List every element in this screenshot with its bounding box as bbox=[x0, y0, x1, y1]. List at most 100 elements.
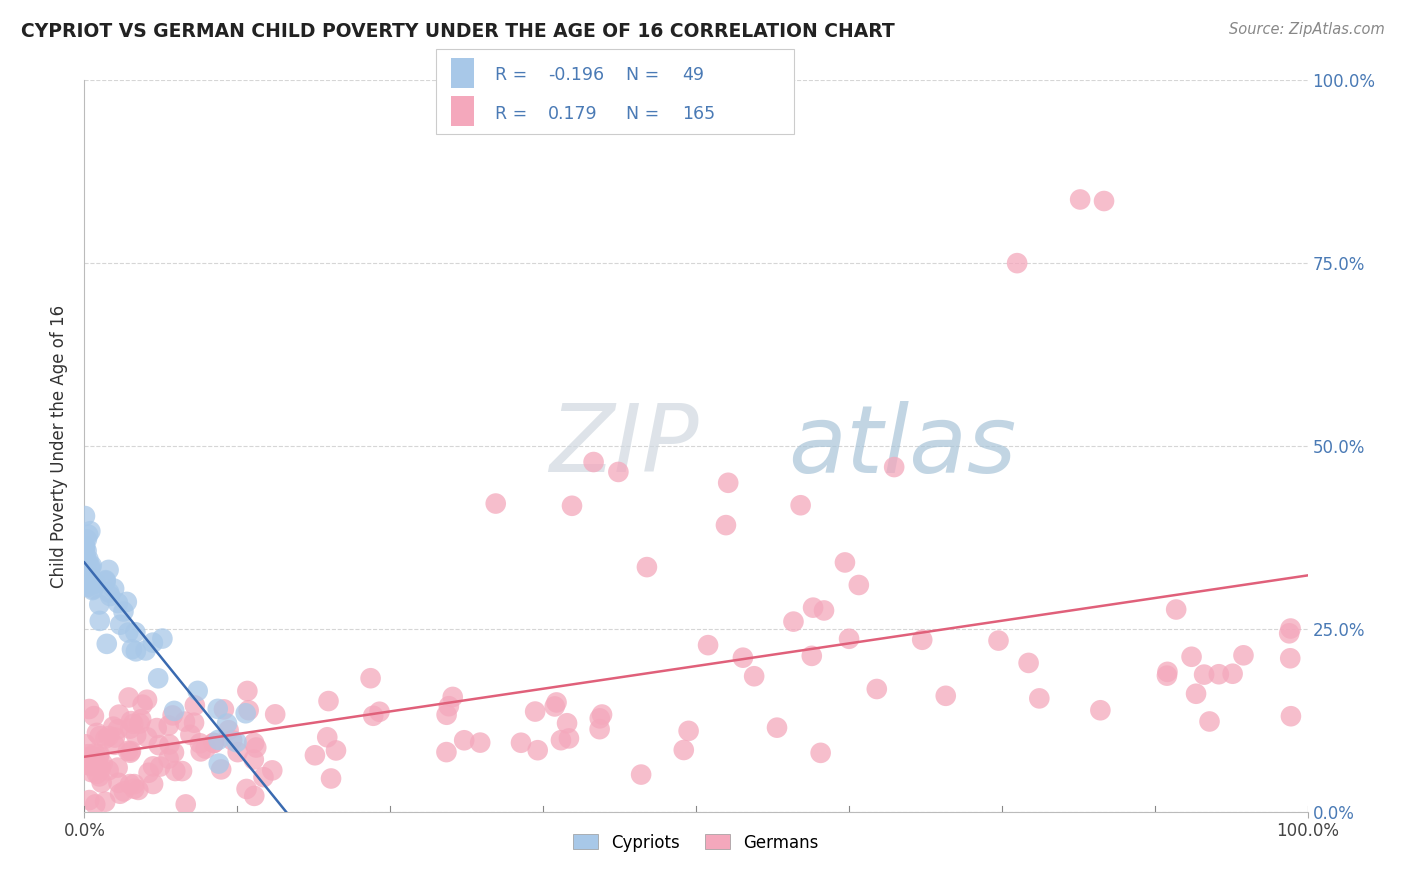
Point bbox=[163, 746, 186, 760]
Point bbox=[76, 533, 98, 547]
Point bbox=[89, 769, 111, 783]
Point bbox=[325, 743, 347, 757]
Point bbox=[86, 766, 108, 780]
Y-axis label: Child Poverty Under the Age of 16: Child Poverty Under the Age of 16 bbox=[51, 304, 69, 588]
Point bbox=[1279, 709, 1302, 723]
Point bbox=[120, 714, 142, 728]
Point bbox=[202, 736, 225, 750]
Point bbox=[252, 770, 274, 784]
Point bbox=[1005, 256, 1028, 270]
Point bbox=[453, 733, 475, 747]
Point bbox=[107, 596, 129, 610]
Point bbox=[120, 777, 142, 791]
Point bbox=[84, 797, 107, 812]
Point bbox=[124, 781, 146, 796]
Point bbox=[672, 743, 695, 757]
Point bbox=[77, 552, 100, 566]
Point bbox=[108, 787, 131, 801]
Point bbox=[226, 745, 249, 759]
Text: 165: 165 bbox=[682, 104, 716, 122]
Point bbox=[1278, 626, 1301, 640]
Text: R =: R = bbox=[495, 66, 527, 84]
Point bbox=[115, 595, 138, 609]
Point bbox=[165, 764, 187, 778]
Point bbox=[83, 709, 105, 723]
Point bbox=[526, 743, 548, 757]
Point bbox=[136, 692, 159, 706]
Point bbox=[129, 712, 152, 726]
Point bbox=[238, 703, 260, 717]
Point bbox=[368, 705, 391, 719]
Point bbox=[437, 699, 460, 714]
Point bbox=[245, 740, 267, 755]
Point bbox=[103, 738, 125, 752]
Point bbox=[121, 642, 143, 657]
Point bbox=[73, 509, 96, 524]
Point bbox=[107, 723, 129, 737]
Point bbox=[174, 714, 197, 729]
Point bbox=[813, 603, 835, 617]
Point bbox=[79, 561, 101, 575]
Point bbox=[152, 632, 174, 646]
Point bbox=[86, 726, 108, 740]
Point bbox=[136, 731, 159, 745]
Point bbox=[89, 598, 111, 612]
Point bbox=[148, 671, 170, 685]
Point bbox=[838, 632, 860, 646]
Point bbox=[107, 761, 129, 775]
Point bbox=[558, 731, 581, 746]
Point bbox=[360, 671, 382, 685]
Point bbox=[225, 735, 247, 749]
Point bbox=[127, 783, 149, 797]
Point bbox=[262, 764, 284, 778]
Point bbox=[80, 558, 103, 573]
Point bbox=[149, 759, 172, 773]
Point bbox=[170, 764, 193, 778]
Point bbox=[77, 527, 100, 541]
Point bbox=[264, 707, 287, 722]
Point bbox=[987, 633, 1010, 648]
Point bbox=[120, 722, 142, 736]
Point bbox=[766, 721, 789, 735]
Point bbox=[157, 751, 180, 765]
Point bbox=[89, 729, 111, 743]
Point bbox=[94, 731, 117, 746]
Point bbox=[96, 637, 118, 651]
Point bbox=[510, 736, 533, 750]
Point bbox=[122, 716, 145, 731]
Point bbox=[221, 733, 243, 747]
Point bbox=[236, 684, 259, 698]
Text: atlas: atlas bbox=[787, 401, 1017, 491]
Point bbox=[82, 583, 104, 598]
Point bbox=[361, 708, 384, 723]
Point bbox=[304, 748, 326, 763]
Point bbox=[108, 707, 131, 722]
Point bbox=[82, 582, 104, 596]
Point bbox=[1028, 691, 1050, 706]
Point bbox=[1208, 667, 1230, 681]
Point bbox=[94, 574, 117, 588]
Point bbox=[76, 750, 98, 764]
Point bbox=[124, 625, 146, 640]
Point bbox=[470, 736, 492, 750]
Point bbox=[73, 540, 96, 554]
Point bbox=[218, 723, 240, 738]
Point bbox=[800, 648, 823, 663]
Point bbox=[935, 689, 957, 703]
Point bbox=[319, 772, 342, 786]
Text: -0.196: -0.196 bbox=[548, 66, 605, 84]
Point bbox=[678, 723, 700, 738]
Point bbox=[142, 635, 165, 649]
Point bbox=[179, 728, 201, 742]
Point bbox=[441, 690, 464, 704]
Text: N =: N = bbox=[626, 66, 659, 84]
Point bbox=[131, 698, 153, 712]
Point bbox=[84, 747, 107, 761]
Point bbox=[157, 718, 180, 732]
Text: 0.179: 0.179 bbox=[548, 104, 598, 122]
Point bbox=[94, 795, 117, 809]
Point bbox=[98, 585, 121, 599]
Point bbox=[544, 699, 567, 714]
Point bbox=[1092, 194, 1115, 208]
Point bbox=[561, 499, 583, 513]
